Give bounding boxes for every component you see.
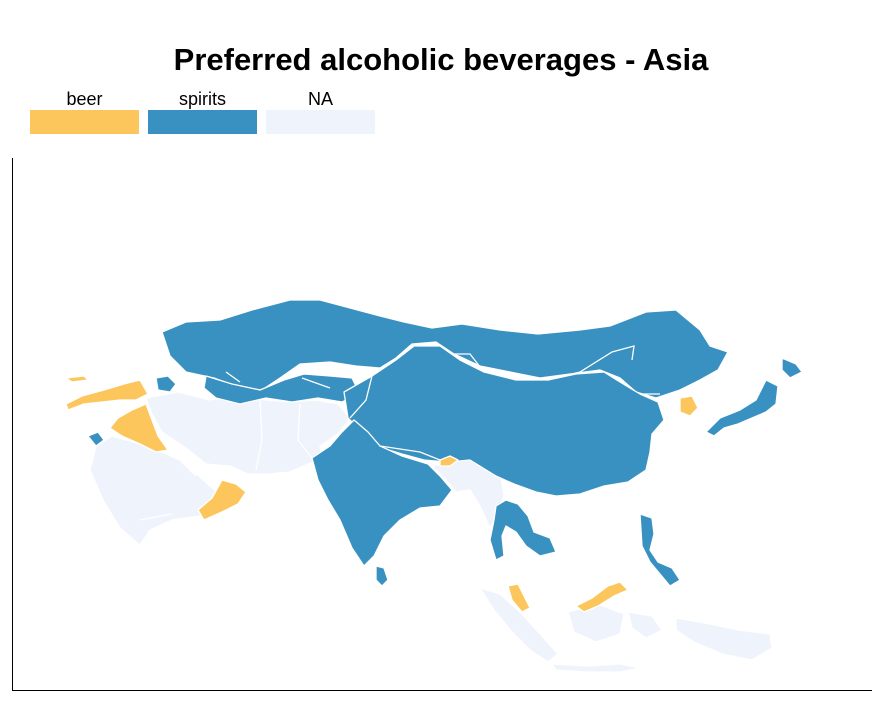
legend-item-na: NA <box>266 88 375 134</box>
region-indonesia <box>479 587 773 673</box>
region-caucasus <box>87 375 177 447</box>
region-kazakhstan-mongolia-russia <box>161 299 729 399</box>
legend-swatch-spirits <box>148 110 257 134</box>
region-south-korea <box>679 395 699 417</box>
region-oman <box>197 479 247 521</box>
region-sri-lanka <box>375 565 389 587</box>
region-philippines <box>639 513 681 587</box>
country-borders <box>139 345 660 521</box>
region-mainland-southeast-asia <box>489 499 557 561</box>
region-turkey <box>65 375 149 411</box>
region-china <box>343 345 665 497</box>
legend-swatch-na <box>266 110 375 134</box>
region-india <box>311 419 453 567</box>
region-bhutan <box>439 455 459 467</box>
region-japan <box>705 357 803 437</box>
legend-label-beer: beer <box>66 89 103 109</box>
region-malaysia-peninsula <box>507 583 531 613</box>
region-iraq <box>109 403 169 453</box>
chart-title: Preferred alcoholic beverages - Asia <box>173 42 709 77</box>
legend-swatch-beer <box>30 110 139 134</box>
legend-item-spirits: spirits <box>148 88 257 134</box>
region-borneo-malaysia <box>575 581 629 613</box>
legend-item-beer: beer <box>30 88 139 134</box>
map-frame <box>12 158 872 691</box>
legend-label-spirits: spirits <box>178 89 226 109</box>
legend-label-na: NA <box>307 89 333 109</box>
